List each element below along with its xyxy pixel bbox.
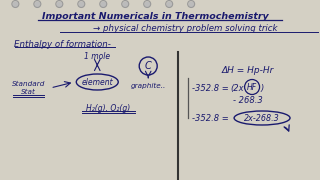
Text: → physical chemistry problem solving trick: → physical chemistry problem solving tri… [93, 24, 277, 33]
Text: 2x-268.3: 2x-268.3 [244, 114, 280, 123]
Text: - 268.3: - 268.3 [233, 96, 263, 105]
Text: Standard
Stat: Standard Stat [12, 81, 45, 95]
Text: -352.8 =: -352.8 = [192, 84, 229, 93]
Text: ΔH = Hp-Hr: ΔH = Hp-Hr [222, 66, 274, 75]
Text: ): ) [260, 84, 263, 93]
Text: element: element [82, 78, 113, 87]
Text: H₂(g), O₂(g): H₂(g), O₂(g) [86, 103, 130, 112]
Text: C: C [145, 61, 152, 71]
Text: Important Numericals in Thermochemistry: Important Numericals in Thermochemistry [42, 12, 268, 21]
Text: -352.8 =: -352.8 = [192, 114, 229, 123]
Text: (2x: (2x [230, 84, 244, 93]
Text: HF: HF [247, 82, 257, 91]
Text: Enthalpy of formation-: Enthalpy of formation- [14, 39, 111, 48]
Text: graphite..: graphite.. [131, 83, 166, 89]
Text: 1 mole: 1 mole [84, 51, 110, 60]
